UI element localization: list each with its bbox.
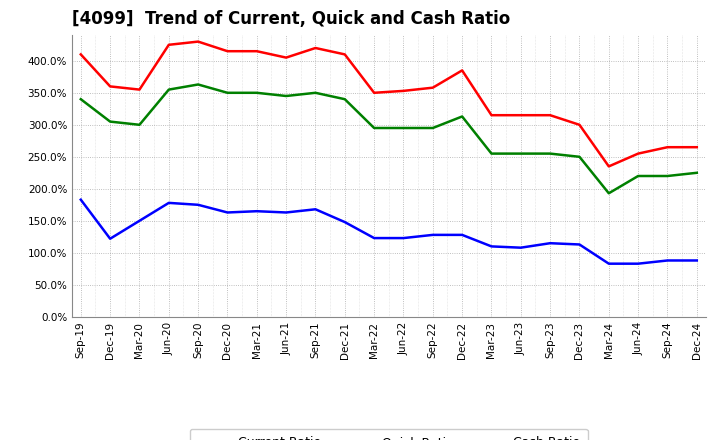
Quick Ratio <box>428 125 437 131</box>
Cash Ratio <box>428 232 437 238</box>
Cash Ratio <box>693 258 701 263</box>
Current Ratio <box>341 52 349 57</box>
Quick Ratio <box>282 93 290 99</box>
Current Ratio <box>106 84 114 89</box>
Line: Quick Ratio: Quick Ratio <box>81 84 697 193</box>
Cash Ratio <box>605 261 613 266</box>
Cash Ratio <box>399 235 408 241</box>
Current Ratio <box>693 145 701 150</box>
Cash Ratio <box>546 241 554 246</box>
Current Ratio <box>311 45 320 51</box>
Cash Ratio <box>516 245 525 250</box>
Quick Ratio <box>575 154 584 159</box>
Current Ratio <box>575 122 584 128</box>
Current Ratio <box>164 42 173 48</box>
Cash Ratio <box>575 242 584 247</box>
Cash Ratio <box>223 210 232 215</box>
Text: [4099]  Trend of Current, Quick and Cash Ratio: [4099] Trend of Current, Quick and Cash … <box>72 10 510 28</box>
Cash Ratio <box>106 236 114 242</box>
Current Ratio <box>399 88 408 94</box>
Line: Current Ratio: Current Ratio <box>81 42 697 166</box>
Cash Ratio <box>370 235 379 241</box>
Current Ratio <box>194 39 202 44</box>
Quick Ratio <box>135 122 144 128</box>
Current Ratio <box>516 113 525 118</box>
Cash Ratio <box>311 207 320 212</box>
Current Ratio <box>663 145 672 150</box>
Quick Ratio <box>634 173 642 179</box>
Cash Ratio <box>663 258 672 263</box>
Cash Ratio <box>341 220 349 225</box>
Quick Ratio <box>194 82 202 87</box>
Cash Ratio <box>164 200 173 205</box>
Quick Ratio <box>693 170 701 176</box>
Cash Ratio <box>76 197 85 202</box>
Cash Ratio <box>458 232 467 238</box>
Quick Ratio <box>253 90 261 95</box>
Current Ratio <box>76 52 85 57</box>
Current Ratio <box>605 164 613 169</box>
Quick Ratio <box>663 173 672 179</box>
Quick Ratio <box>605 191 613 196</box>
Current Ratio <box>634 151 642 156</box>
Quick Ratio <box>487 151 496 156</box>
Cash Ratio <box>634 261 642 266</box>
Legend: Current Ratio, Quick Ratio, Cash Ratio: Current Ratio, Quick Ratio, Cash Ratio <box>189 429 588 440</box>
Quick Ratio <box>164 87 173 92</box>
Current Ratio <box>223 48 232 54</box>
Quick Ratio <box>458 114 467 119</box>
Cash Ratio <box>135 218 144 224</box>
Current Ratio <box>135 87 144 92</box>
Current Ratio <box>253 48 261 54</box>
Current Ratio <box>282 55 290 60</box>
Current Ratio <box>546 113 554 118</box>
Line: Cash Ratio: Cash Ratio <box>81 200 697 264</box>
Cash Ratio <box>487 244 496 249</box>
Current Ratio <box>458 68 467 73</box>
Quick Ratio <box>341 96 349 102</box>
Quick Ratio <box>399 125 408 131</box>
Quick Ratio <box>106 119 114 124</box>
Current Ratio <box>428 85 437 90</box>
Current Ratio <box>487 113 496 118</box>
Quick Ratio <box>311 90 320 95</box>
Current Ratio <box>370 90 379 95</box>
Cash Ratio <box>253 209 261 214</box>
Quick Ratio <box>223 90 232 95</box>
Quick Ratio <box>546 151 554 156</box>
Cash Ratio <box>282 210 290 215</box>
Quick Ratio <box>516 151 525 156</box>
Cash Ratio <box>194 202 202 207</box>
Quick Ratio <box>370 125 379 131</box>
Quick Ratio <box>76 96 85 102</box>
